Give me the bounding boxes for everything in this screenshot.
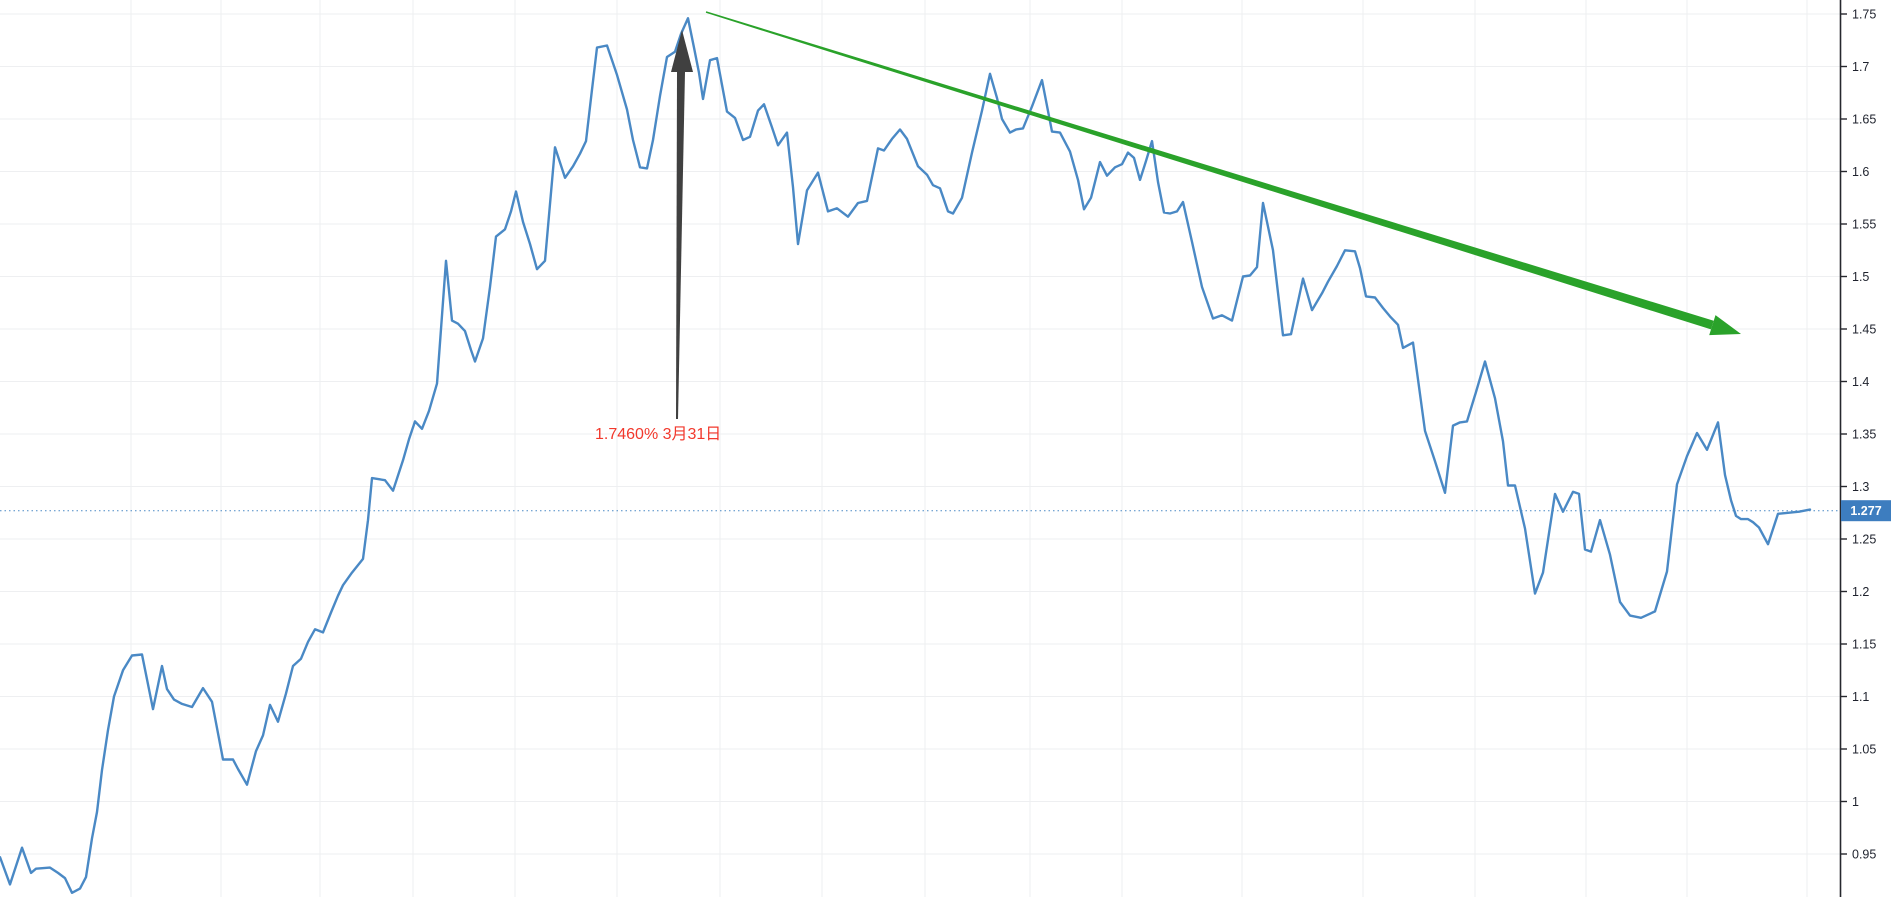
- y-tick-label: 1.4: [1852, 375, 1869, 389]
- current-price-label: 1.277: [1841, 500, 1891, 522]
- y-tick-label: 1.2: [1852, 585, 1869, 599]
- downtrend-arrow-head[interactable]: [1709, 315, 1741, 336]
- vertical-gridlines: [130, 0, 1808, 897]
- y-tick-label: 0.95: [1852, 848, 1876, 862]
- up-arrow-shaft[interactable]: [676, 72, 685, 419]
- up-arrow-annotation[interactable]: [671, 30, 693, 419]
- y-tick-label: 1.3: [1852, 480, 1869, 494]
- y-tick-label: 1.35: [1852, 428, 1876, 442]
- y-tick-label: 1.25: [1852, 533, 1876, 547]
- downtrend-arrow-shaft[interactable]: [705, 11, 1714, 330]
- current-price-label-text: 1.277: [1850, 504, 1881, 518]
- y-tick-label: 1: [1852, 795, 1859, 809]
- y-tick-label: 1.7: [1852, 60, 1869, 74]
- yield-series-line[interactable]: [0, 17, 1812, 894]
- horizontal-gridlines: [0, 13, 1840, 855]
- y-tick-label: 1.5: [1852, 270, 1869, 284]
- y-tick-label: 1.55: [1852, 218, 1876, 232]
- y-tick-label: 1.45: [1852, 323, 1876, 337]
- downtrend-arrow-annotation[interactable]: [705, 11, 1741, 336]
- y-tick-label: 1.1: [1852, 690, 1869, 704]
- current-price-label-box: [1841, 500, 1891, 522]
- y-tick-label: 1.05: [1852, 743, 1876, 757]
- y-axis-ticks[interactable]: 1.75 1.7 1.65 1.6 1.55 1.5 1.45 1.4 1.35 1.3 1.25 1…: [1840, 8, 1876, 862]
- peak-annotation-text[interactable]: 1.7460% 3月31日: [595, 426, 721, 443]
- y-tick-label: 1.75: [1852, 8, 1876, 22]
- y-tick-label: 1.15: [1852, 638, 1876, 652]
- y-tick-label: 1.65: [1852, 113, 1876, 127]
- y-tick-label: 1.6: [1852, 165, 1869, 179]
- up-arrow-head[interactable]: [671, 30, 693, 72]
